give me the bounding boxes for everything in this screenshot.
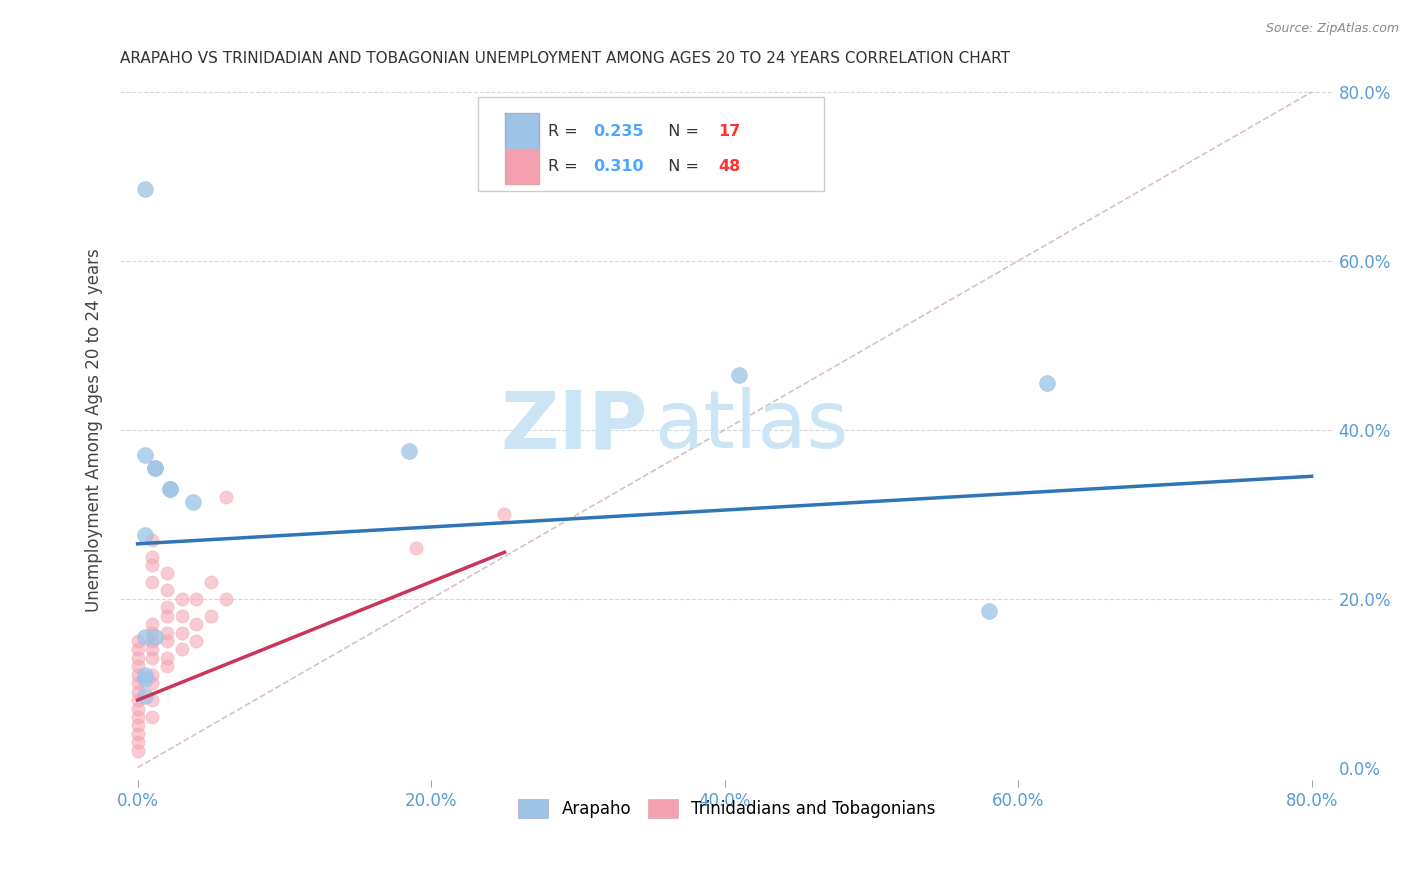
Y-axis label: Unemployment Among Ages 20 to 24 years: Unemployment Among Ages 20 to 24 years [86, 248, 103, 612]
Point [1036, 376, 1059, 391]
Point [127, 650, 149, 665]
Point [405, 541, 427, 555]
Point [141, 533, 163, 547]
Point [170, 642, 193, 657]
Point [156, 634, 179, 648]
Point [186, 634, 208, 648]
Point [141, 558, 163, 572]
Point [141, 642, 163, 657]
Point [170, 625, 193, 640]
Point [186, 591, 208, 606]
Point [494, 508, 516, 522]
Point [141, 549, 163, 564]
FancyBboxPatch shape [505, 149, 538, 184]
Point [200, 608, 222, 623]
Point [159, 482, 181, 496]
Text: 17: 17 [718, 123, 741, 138]
Point [127, 744, 149, 758]
Point [127, 693, 149, 707]
Point [141, 617, 163, 632]
Point [214, 491, 236, 505]
Point [170, 591, 193, 606]
Point [127, 676, 149, 690]
Point [398, 444, 420, 458]
Text: R =: R = [548, 159, 583, 174]
Point [728, 368, 751, 382]
Point [977, 604, 1000, 618]
Point [186, 617, 208, 632]
Point [141, 667, 163, 681]
Text: Source: ZipAtlas.com: Source: ZipAtlas.com [1265, 22, 1399, 36]
Text: ZIP: ZIP [501, 387, 648, 466]
Point [134, 689, 156, 703]
Point [127, 718, 149, 732]
Point [134, 630, 156, 644]
Point [143, 460, 166, 475]
Point [156, 659, 179, 673]
Point [143, 630, 166, 644]
Point [141, 693, 163, 707]
Point [170, 608, 193, 623]
Text: atlas: atlas [654, 387, 848, 466]
FancyBboxPatch shape [478, 97, 824, 192]
Point [127, 667, 149, 681]
Point [159, 482, 181, 496]
Text: N =: N = [658, 123, 704, 138]
Point [134, 667, 156, 681]
Point [134, 182, 156, 196]
Point [127, 701, 149, 715]
Text: N =: N = [658, 159, 704, 174]
Point [200, 574, 222, 589]
Point [143, 460, 166, 475]
Point [134, 672, 156, 686]
FancyBboxPatch shape [505, 113, 538, 149]
Point [134, 448, 156, 462]
Point [141, 574, 163, 589]
Text: ARAPAHO VS TRINIDADIAN AND TOBAGONIAN UNEMPLOYMENT AMONG AGES 20 TO 24 YEARS COR: ARAPAHO VS TRINIDADIAN AND TOBAGONIAN UN… [120, 51, 1010, 66]
Text: 48: 48 [718, 159, 741, 174]
Point [156, 600, 179, 615]
Point [127, 634, 149, 648]
Point [127, 735, 149, 749]
Text: 0.310: 0.310 [593, 159, 644, 174]
Point [127, 727, 149, 741]
Point [214, 591, 236, 606]
Point [134, 528, 156, 542]
Point [141, 650, 163, 665]
Point [141, 676, 163, 690]
Point [183, 494, 205, 508]
Point [156, 650, 179, 665]
Point [156, 625, 179, 640]
Text: 0.235: 0.235 [593, 123, 644, 138]
Point [127, 684, 149, 698]
Point [127, 659, 149, 673]
Text: R =: R = [548, 123, 583, 138]
Point [127, 642, 149, 657]
Point [156, 583, 179, 598]
Point [141, 625, 163, 640]
Point [156, 566, 179, 581]
Point [127, 710, 149, 724]
Point [156, 608, 179, 623]
Legend: Arapaho, Trinidadians and Tobagonians: Arapaho, Trinidadians and Tobagonians [512, 792, 942, 824]
Point [141, 710, 163, 724]
Point [141, 634, 163, 648]
